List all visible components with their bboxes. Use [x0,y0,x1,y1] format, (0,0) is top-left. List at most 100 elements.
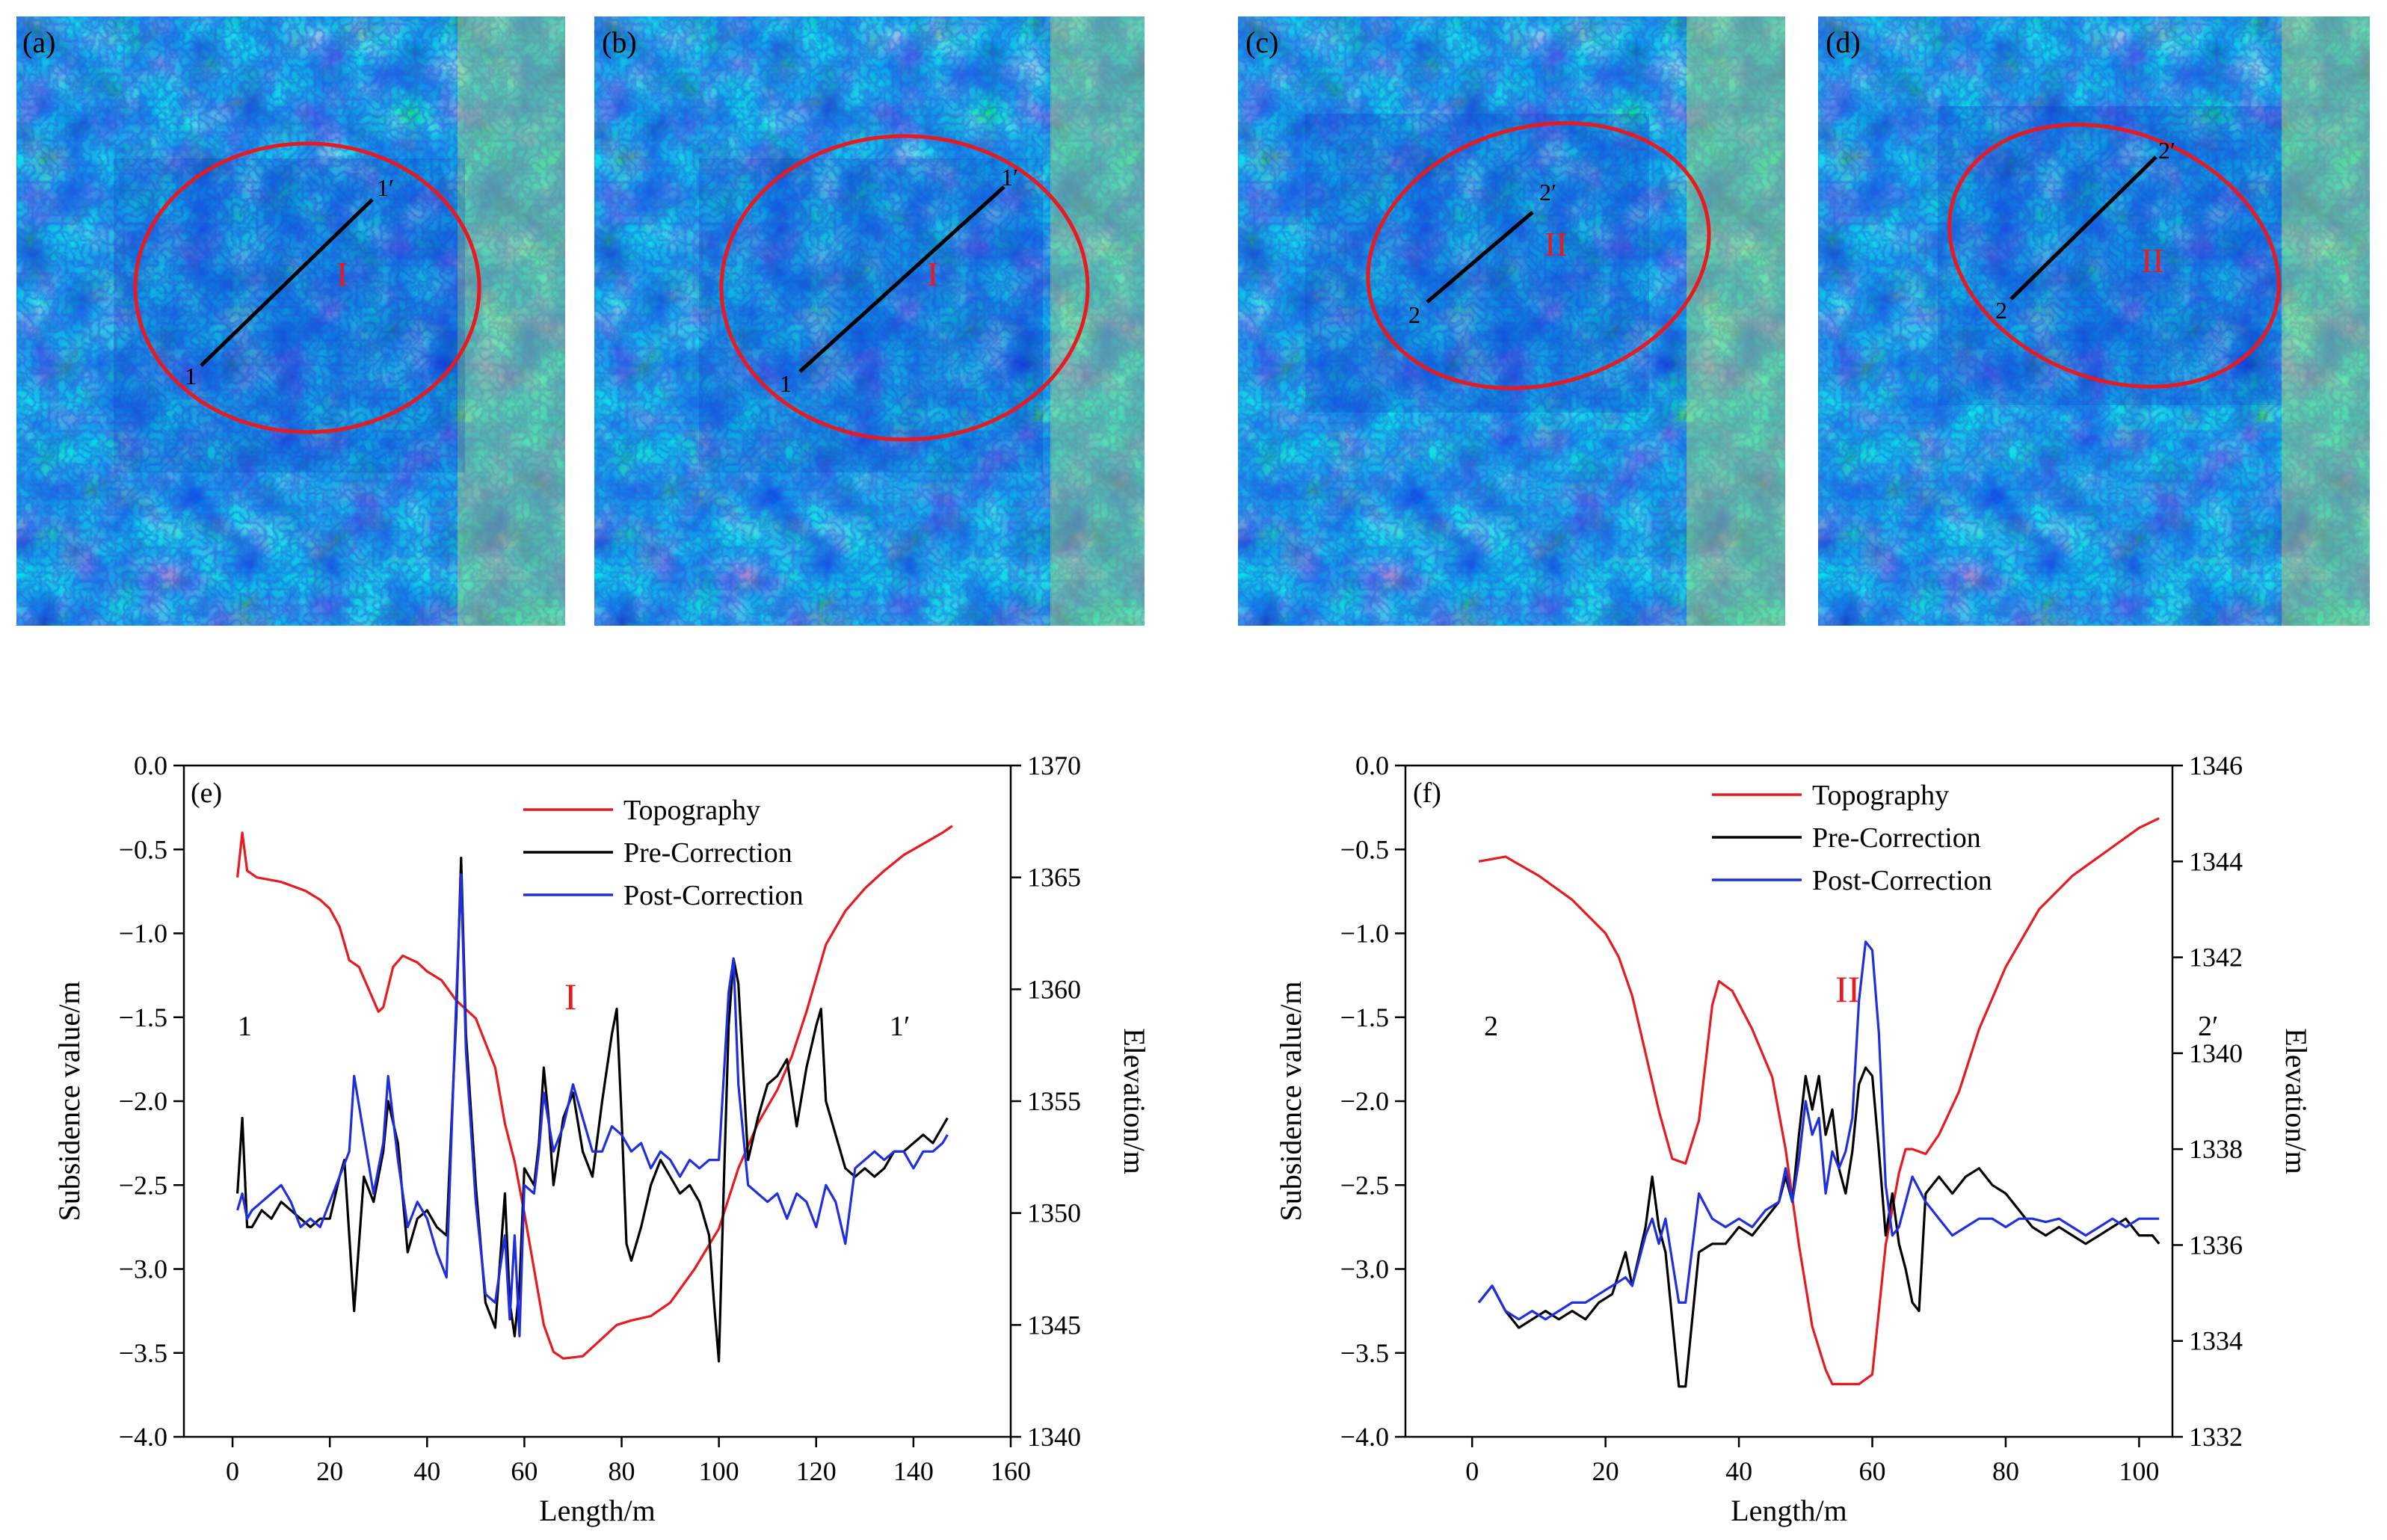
x-tick-label: 20 [1592,1456,1619,1486]
x-tick-label: 60 [1859,1456,1886,1486]
y-tick-label: −3.5 [1340,1338,1389,1368]
legend-entry: Topography [623,795,760,826]
y-tick-label: 0.0 [1355,751,1389,780]
profile-end-label: 1′ [377,174,394,201]
legend-entry: Pre-Correction [1812,822,1981,854]
map-dark-core [699,158,1043,472]
profile-line [1426,211,1534,304]
chart-panel-label: (f) [1413,777,1441,809]
y-tick-label: −3.5 [119,1338,167,1368]
y-tick-label: −4.0 [119,1422,167,1452]
profile-end-label: 1′ [1001,164,1018,191]
map-bright-strip [1050,16,1145,626]
legend-entry: Topography [1812,780,1949,811]
series-line-topography [1478,817,2160,1386]
legend-entry: Post-Correction [1812,865,1992,896]
x-tick-label: 0 [226,1456,239,1486]
y2-tick-label: 1338 [2189,1134,2243,1164]
x-tick-label: 100 [2119,1456,2159,1486]
map-panel-label: (d) [1826,25,1861,59]
y2-tick-label: 1340 [1027,1422,1081,1452]
profile-end-label: 2′ [2158,137,2175,164]
y-tick-label: −4.0 [1340,1422,1389,1452]
series-line-pre-correction [1477,1066,2160,1388]
y2-tick-label: 1345 [1027,1310,1081,1340]
y2-tick-label: 1346 [2189,751,2243,780]
y-tick-label: −0.5 [1340,834,1389,864]
profile-start-label: 1 [185,363,197,389]
y2-axis-title: Elevation/m [2279,1028,2313,1174]
map-panel-c: (c) 2 2′ II [1238,16,1785,626]
zone-label: II [1544,225,1568,263]
y2-tick-label: 1360 [1027,974,1081,1004]
y2-tick-label: 1334 [2189,1326,2243,1356]
x-tick-label: 20 [316,1456,343,1486]
chart-panel-e: 0 20 40 60 80 100 120 140 160 −4.0 −3.5 −3.0 −2.5 −2.… [52,751,1151,1527]
y-tick-label: −1.0 [1340,919,1389,949]
profile-start-label: 1 [780,370,792,397]
y2-tick-label: 1355 [1027,1086,1081,1116]
y-tick-label: −0.5 [119,834,167,864]
legend-entry: Post-Correction [623,880,804,911]
y-tick-label: −2.0 [119,1086,167,1116]
chart-panel-label: (e) [191,777,222,809]
y2-tick-label: 1370 [1027,751,1081,780]
y2-tick-label: 1365 [1027,863,1081,893]
x-tick-label: 0 [1465,1456,1479,1486]
legend-entry: Pre-Correction [623,837,792,869]
zone-annotation: I [564,976,577,1017]
y2-tick-label: 1344 [2189,846,2243,876]
y2-tick-label: 1342 [2189,943,2243,973]
y2-tick-label: 1336 [2189,1230,2243,1260]
zone-annotation: II [1835,968,1860,1010]
x-tick-label: 160 [991,1456,1031,1486]
y-axis-title: Subsidence value/m [1274,981,1308,1221]
profile-end-label: 2′ [1539,179,1556,206]
map-panel-b: (b) 1 1′ I [594,16,1145,626]
zone-ellipse [1947,123,2281,389]
y-tick-label: −2.5 [119,1170,167,1200]
x-tick-label: 140 [893,1456,934,1486]
map-panel-label: (c) [1245,25,1278,59]
chart-panel-f: 0 20 40 60 80 100 −4.0 −3.5 −3.0 −2.5 −2.0 −1.5 −1.0… [1274,751,2313,1527]
zone-ellipse [133,141,481,434]
series-line-post-correction [1477,940,2160,1321]
profile-line [798,185,1005,373]
x-axis-title: Length/m [539,1494,656,1527]
y2-tick-label: 1340 [2189,1038,2243,1068]
y-tick-label: −2.5 [1340,1170,1389,1200]
y-tick-label: −1.5 [1340,1002,1389,1032]
zone-ellipse [1366,121,1711,390]
x-tick-label: 40 [413,1456,440,1486]
x-tick-label: 60 [511,1456,538,1486]
x-axis-title: Length/m [1731,1494,1847,1527]
zone-label: I [336,255,348,293]
x-tick-label: 120 [796,1456,837,1486]
profile-line [200,198,374,367]
profile-line [2009,155,2157,301]
zone-label: I [927,255,938,293]
profile-start-annotation: 2 [1484,1011,1498,1042]
zone-ellipse [719,134,1090,442]
y-axis-title: Subsidence value/m [52,981,86,1221]
series-line-pre-correction [236,856,949,1363]
map-panel-a: (a) 1 1′ I [16,16,565,626]
profile-end-annotation: 2′ [2198,1011,2218,1042]
map-dark-core [1305,114,1649,413]
map-panel-label: (b) [602,25,637,59]
y-tick-label: −1.0 [119,919,167,949]
profile-start-label: 2 [1995,297,2007,324]
x-tick-label: 80 [609,1456,635,1486]
y-tick-label: −1.5 [119,1002,167,1032]
series-line-post-correction [236,873,949,1337]
series-line-topography [236,825,953,1360]
y2-tick-label: 1332 [2189,1422,2243,1452]
map-bright-strip [1687,16,1785,626]
x-tick-label: 80 [1992,1456,2019,1486]
y-tick-label: −3.0 [1340,1254,1389,1284]
y-tick-label: −3.0 [119,1254,167,1284]
x-tick-label: 100 [699,1456,739,1486]
map-bright-strip [2282,16,2370,626]
profile-end-annotation: 1′ [890,1011,910,1042]
